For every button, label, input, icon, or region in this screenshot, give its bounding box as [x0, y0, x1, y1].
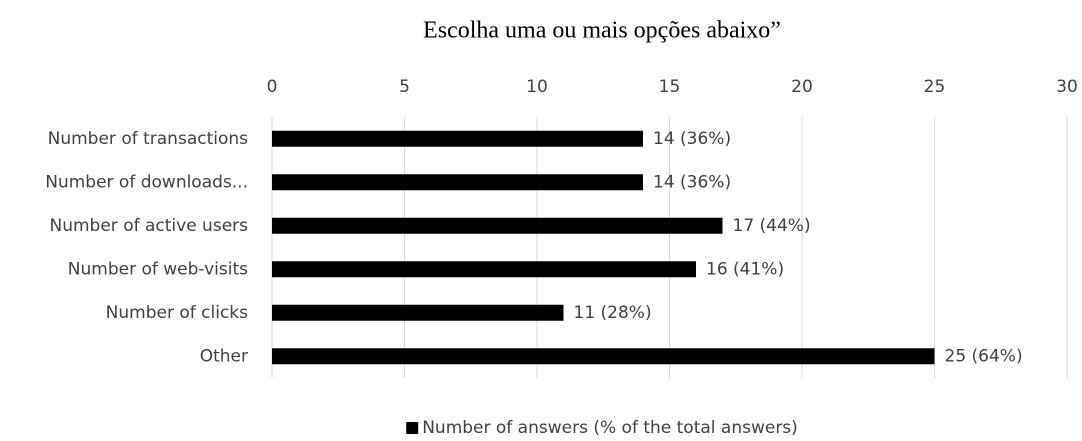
- bar: [272, 304, 564, 321]
- bar: [272, 130, 643, 147]
- data-label: 25 (64%): [945, 346, 1023, 366]
- chart-title: Escolha uma ou mais opções abaixo”: [423, 18, 781, 44]
- x-tick-label: 5: [399, 77, 410, 97]
- x-tick-label: 20: [791, 77, 813, 97]
- bar: [272, 348, 935, 365]
- bar: [272, 217, 723, 234]
- x-tick-label: 0: [267, 77, 278, 97]
- data-label: 17 (44%): [733, 216, 811, 236]
- legend-label: Number of answers (% of the total answer…: [422, 418, 798, 438]
- data-label: 11 (28%): [574, 303, 652, 323]
- data-label: 16 (41%): [706, 259, 784, 279]
- x-tick-label: 30: [1056, 77, 1078, 97]
- x-tick-label: 10: [526, 77, 548, 97]
- y-tick-label: Number of clicks: [106, 303, 248, 323]
- y-tick-label: Other: [200, 346, 248, 366]
- x-tick-label: 15: [659, 77, 681, 97]
- y-tick-label: Number of downloads...: [45, 172, 248, 192]
- y-tick-label: Number of transactions: [48, 129, 249, 149]
- y-tick-label: Number of web-visits: [68, 259, 248, 279]
- data-label: 14 (36%): [653, 172, 731, 192]
- bar: [272, 174, 643, 191]
- legend-swatch: [406, 422, 419, 434]
- y-tick-label: Number of active users: [50, 216, 249, 236]
- data-label: 14 (36%): [653, 129, 731, 149]
- bar: [272, 261, 696, 278]
- x-tick-label: 25: [924, 77, 946, 97]
